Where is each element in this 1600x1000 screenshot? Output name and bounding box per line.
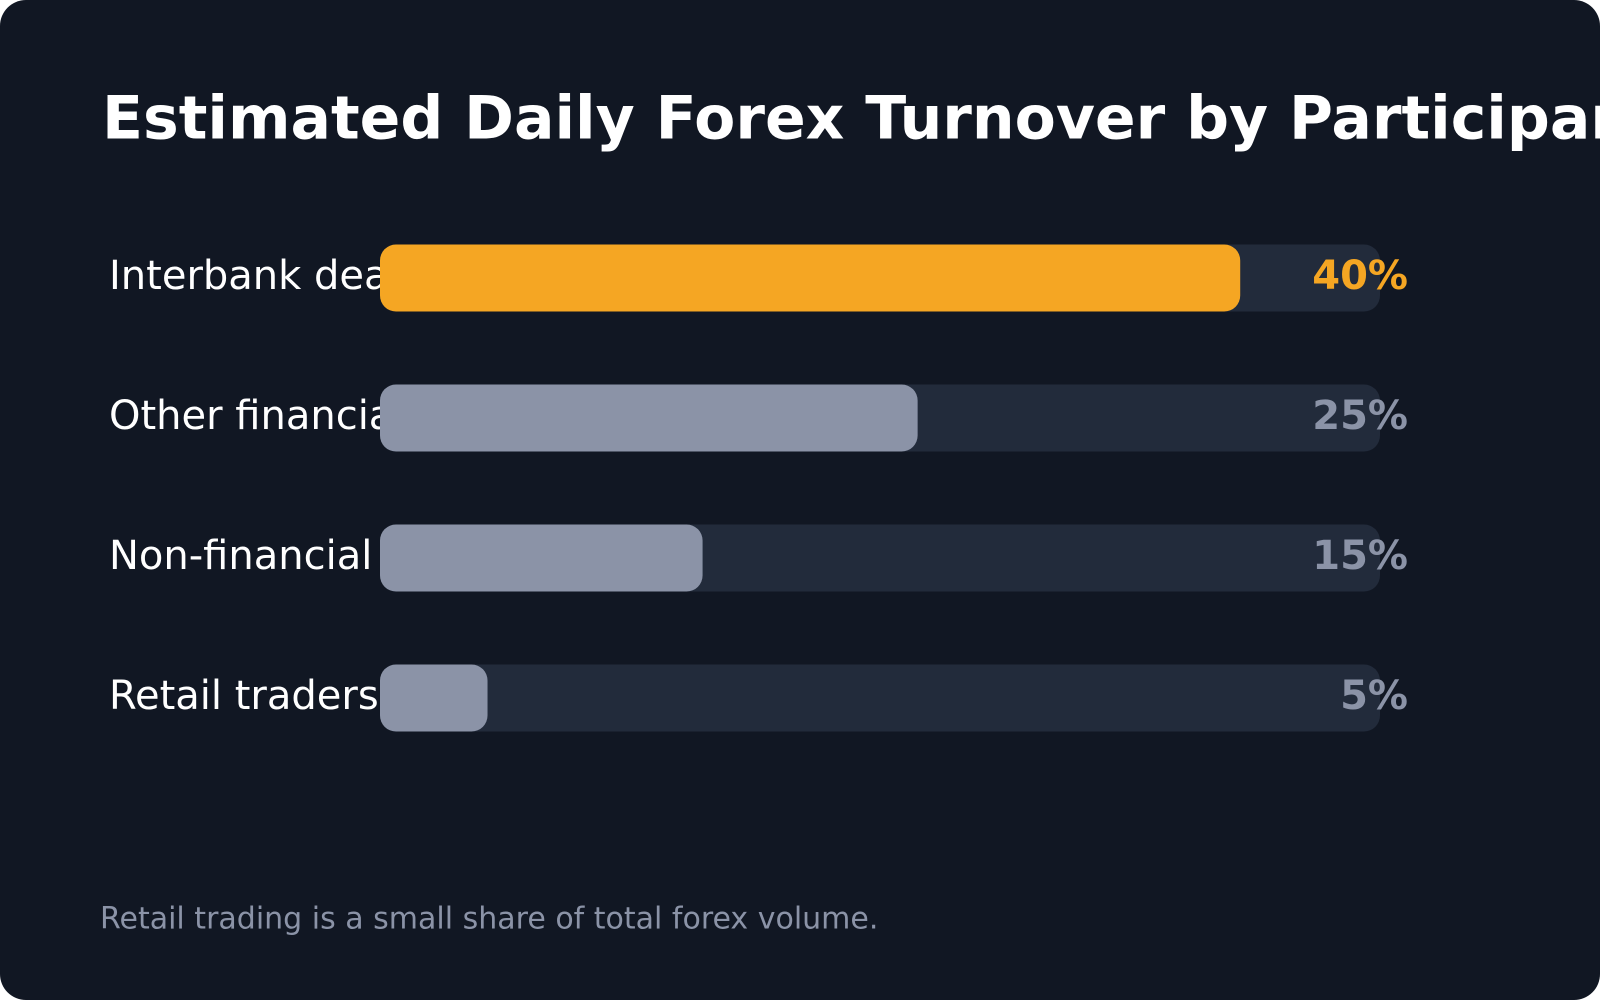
category-label: Interbank deal: [109, 253, 400, 299]
footnote: Retail trading is a small share of total…: [100, 902, 878, 937]
bar: [380, 524, 703, 592]
bar: [380, 664, 488, 732]
value-label: 15%: [1312, 533, 1408, 579]
bar: [380, 384, 918, 452]
value-label: 5%: [1340, 673, 1408, 719]
value-label: 25%: [1312, 393, 1408, 439]
category-label: Non-financial c: [109, 533, 407, 579]
chart-title: Estimated Daily Forex Turnover by Partic…: [102, 84, 1600, 154]
value-label: 40%: [1312, 253, 1408, 299]
bar: [380, 244, 1241, 312]
category-label: Other financial: [109, 393, 404, 439]
category-label: Retail traders: [109, 673, 379, 719]
bar-track: [380, 664, 1380, 732]
